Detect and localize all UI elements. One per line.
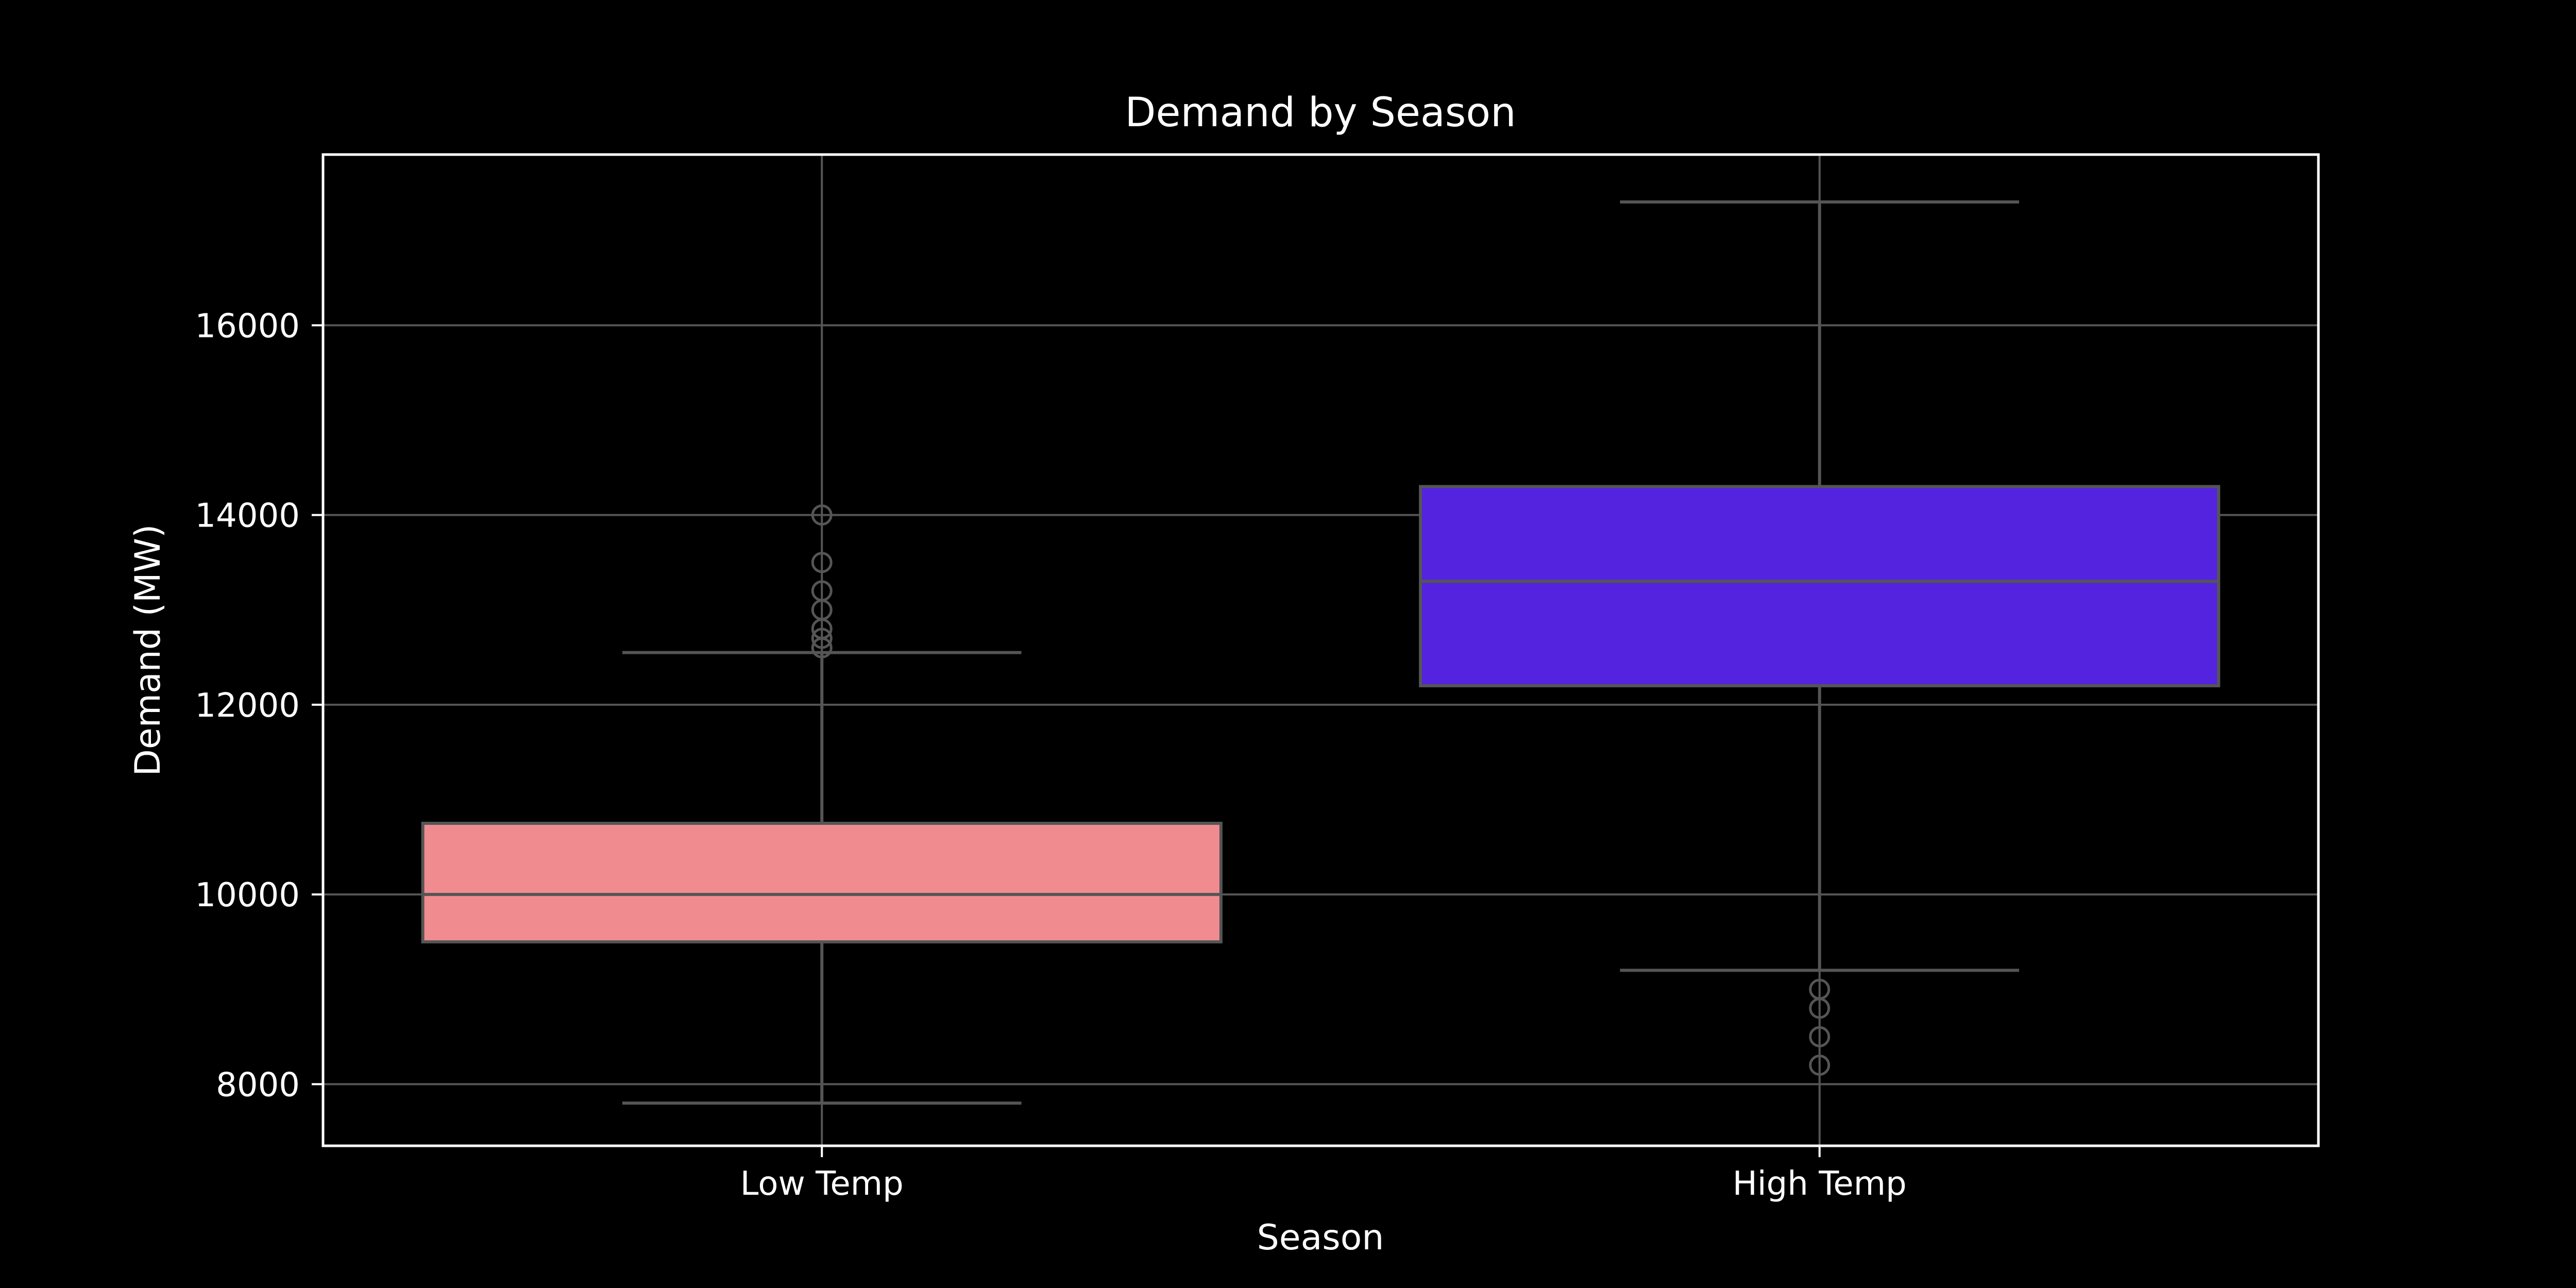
box-low-temp	[421, 504, 1223, 1105]
outlier-point	[1809, 978, 1831, 1000]
y-tick-label: 16000	[195, 307, 300, 345]
box-high-temp	[1419, 200, 2221, 1076]
iqr-box	[421, 822, 1223, 944]
y-axis-label: Demand (MW)	[128, 524, 168, 776]
outlier-point	[1809, 1055, 1831, 1076]
plot-frame	[321, 153, 2320, 1147]
outlier-point	[811, 580, 833, 602]
x-tick-label: High Temp	[1733, 1165, 1907, 1203]
box-layer	[421, 200, 2221, 1105]
outlier-point	[811, 628, 833, 649]
chart-title: Demand by Season	[1125, 90, 1516, 136]
y-tick-label: 14000	[195, 497, 300, 535]
tick-layer: 8000 10000 12000 14000 16000 Low Temp High Tem…	[195, 307, 1906, 1203]
outlier-point	[811, 504, 833, 526]
x-tick-label: Low Temp	[740, 1165, 904, 1203]
outlier-point	[1809, 1026, 1831, 1047]
x-axis-label: Season	[1257, 1217, 1384, 1258]
outlier-point	[811, 552, 833, 573]
y-tick-label: 10000	[195, 876, 300, 914]
y-tick-label: 12000	[195, 687, 300, 725]
y-tick-label: 8000	[216, 1066, 300, 1104]
iqr-box	[1419, 485, 2221, 688]
